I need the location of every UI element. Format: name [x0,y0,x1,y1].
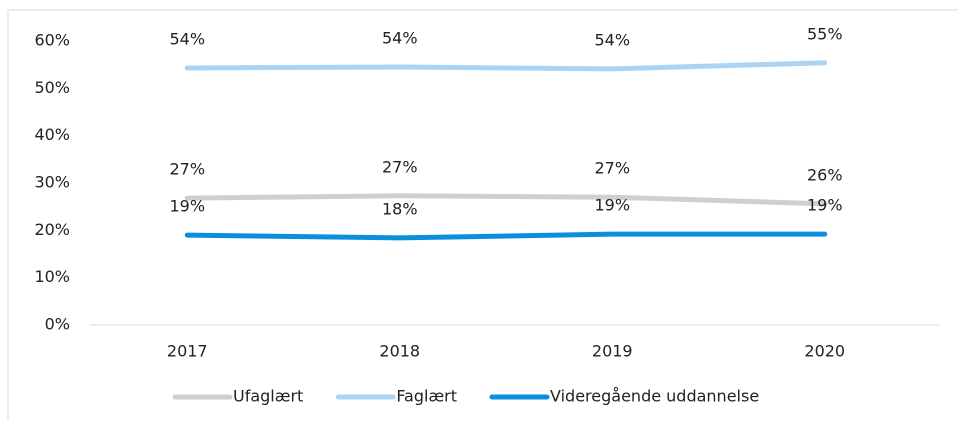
data-label: 27% [169,160,205,179]
y-tick-label: 50% [34,78,70,97]
x-tick-label: 2017 [167,342,208,361]
legend-label: Ufaglært [233,387,303,406]
data-label: 19% [594,196,630,215]
data-label: 19% [807,196,843,215]
data-label: 18% [382,199,418,218]
y-tick-label: 30% [34,173,70,192]
y-tick-label: 20% [34,220,70,239]
data-label: 55% [807,24,843,43]
data-label: 27% [382,157,418,176]
series-line [184,193,828,207]
legend-label: Faglært [396,387,457,406]
data-label: 19% [169,197,205,216]
data-label: 27% [594,159,630,178]
x-tick-label: 2020 [804,342,845,361]
x-tick-label: 2018 [379,342,420,361]
data-label: 54% [382,29,418,48]
y-tick-label: 10% [34,267,70,286]
series-line [184,231,828,241]
series-line [184,60,828,72]
data-label: 54% [594,30,630,49]
y-tick-label: 60% [34,31,70,50]
x-tick-label: 2019 [592,342,633,361]
data-label: 26% [807,165,843,184]
data-label: 54% [169,29,205,48]
y-tick-label: 0% [45,315,70,334]
legend-label: Videregående uddannelse [550,387,759,406]
y-tick-label: 40% [34,125,70,144]
